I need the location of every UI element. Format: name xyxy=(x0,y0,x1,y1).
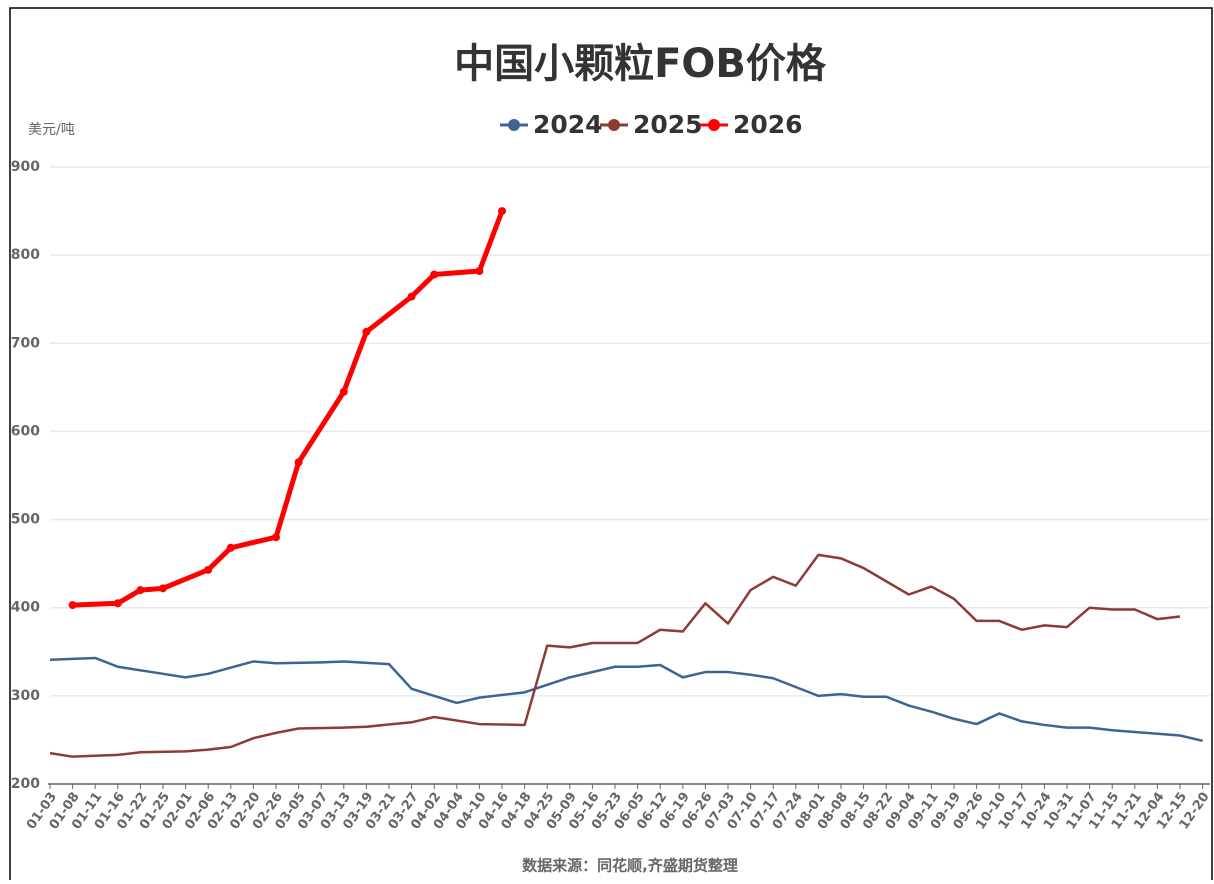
point xyxy=(407,292,416,301)
series-line xyxy=(72,210,505,608)
y-tick-label: 600 xyxy=(11,423,40,439)
series-line xyxy=(49,656,1203,743)
point xyxy=(113,599,122,608)
point xyxy=(430,270,439,279)
y-tick-label: 300 xyxy=(11,688,40,704)
series-line xyxy=(49,553,1181,758)
point xyxy=(226,543,235,552)
y-tick-label: 900 xyxy=(11,159,40,175)
y-tick-label: 400 xyxy=(11,600,40,616)
legend-label: 2026 xyxy=(733,110,803,139)
y-axis-unit: 美元/吨 xyxy=(28,122,75,138)
y-tick-label: 800 xyxy=(11,247,40,263)
y-tick-label: 200 xyxy=(11,776,40,792)
point xyxy=(498,207,506,216)
y-tick-label: 500 xyxy=(11,512,40,528)
point xyxy=(362,327,371,336)
point xyxy=(339,387,348,396)
point xyxy=(294,458,303,467)
frame xyxy=(9,7,1213,884)
point xyxy=(68,601,77,610)
point xyxy=(475,267,484,276)
y-tick-label: 700 xyxy=(11,335,40,351)
legend-marker xyxy=(708,119,720,131)
point xyxy=(159,584,167,593)
source-note: 数据来源：同花顺,齐盛期货整理 xyxy=(522,857,738,875)
legend-marker xyxy=(508,119,520,131)
point xyxy=(136,586,145,595)
chart-title: 中国小颗粒FOB价格 xyxy=(454,41,827,87)
legend-label: 2025 xyxy=(633,110,703,139)
point xyxy=(272,533,280,542)
point xyxy=(204,565,213,574)
legend-label: 2024 xyxy=(533,110,603,139)
legend-marker xyxy=(608,119,620,131)
